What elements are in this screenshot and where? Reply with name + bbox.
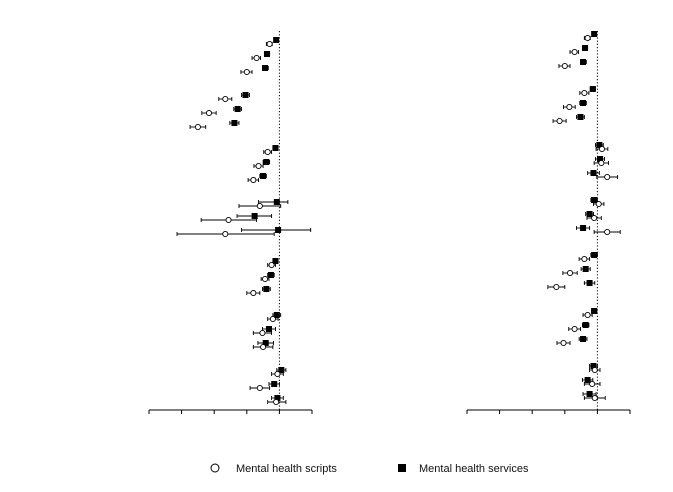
services-point	[591, 31, 598, 37]
scripts-point	[222, 95, 229, 103]
scripts-point	[260, 343, 267, 351]
right-panel	[466, 31, 631, 414]
scripts-point	[604, 228, 611, 236]
scripts-point	[598, 145, 606, 153]
services-point	[278, 367, 285, 373]
services-point	[580, 225, 587, 231]
scripts-point	[561, 62, 568, 70]
services-point	[596, 142, 603, 148]
services-point	[262, 340, 269, 346]
services-point	[267, 272, 274, 278]
scripts-point	[584, 311, 591, 319]
services-point	[582, 322, 589, 328]
services-point	[580, 100, 587, 106]
legend-services-label: Mental health services	[419, 463, 529, 475]
scripts-point	[250, 289, 257, 297]
scripts-point	[268, 261, 275, 269]
scripts-point	[571, 48, 578, 56]
scripts-point	[571, 325, 578, 333]
services-point	[272, 145, 279, 151]
scripts-point	[584, 34, 591, 42]
services-point	[584, 377, 591, 383]
services-point	[590, 363, 597, 369]
services-point	[591, 197, 598, 203]
scripts-point	[553, 283, 560, 291]
scripts-point	[256, 384, 263, 392]
scripts-point	[266, 40, 273, 48]
services-point	[586, 280, 593, 286]
services-point	[231, 120, 238, 126]
services-point	[242, 92, 249, 98]
legend: Mental health scripts Mental health serv…	[210, 463, 529, 475]
scripts-point	[262, 275, 269, 283]
scripts-point	[566, 269, 574, 277]
scripts-point	[595, 200, 602, 208]
legend-scripts-marker	[210, 463, 220, 473]
services-point	[590, 170, 597, 176]
scripts-point	[253, 54, 260, 62]
scripts-point	[269, 315, 276, 323]
services-point	[273, 37, 280, 43]
services-point	[262, 65, 269, 71]
left-panel	[148, 31, 313, 414]
scripts-point	[194, 123, 201, 131]
services-point	[589, 86, 596, 92]
services-point	[274, 395, 281, 401]
scripts-point	[556, 117, 563, 125]
scripts-point	[581, 255, 588, 263]
scripts-point	[604, 173, 611, 181]
scripts-point	[222, 230, 229, 238]
services-point	[263, 286, 270, 292]
scripts-point	[243, 68, 250, 76]
scripts-point	[273, 398, 280, 406]
scripts-point	[205, 109, 213, 117]
services-point	[582, 45, 589, 51]
services-point	[273, 312, 280, 318]
services-point	[234, 106, 241, 112]
scripts-point	[589, 380, 596, 388]
services-point	[577, 114, 584, 120]
legend-scripts-label: Mental health scripts	[236, 463, 337, 475]
scripts-point	[560, 339, 567, 347]
services-point	[591, 308, 598, 314]
scripts-point	[591, 394, 598, 402]
services-point	[580, 336, 587, 342]
services-point	[591, 252, 598, 258]
scripts-point	[581, 89, 588, 97]
scripts-point	[591, 366, 598, 374]
services-point	[580, 59, 587, 65]
scripts-point	[591, 214, 598, 222]
services-point	[597, 156, 604, 162]
scripts-point	[259, 329, 266, 337]
services-point	[586, 211, 593, 217]
services-point	[265, 326, 272, 332]
services-point	[263, 159, 270, 165]
services-point	[582, 266, 589, 272]
services-point	[260, 173, 267, 179]
services-point	[272, 258, 279, 264]
scripts-point	[255, 162, 262, 170]
scripts-point	[264, 148, 271, 156]
scripts-point	[598, 159, 605, 167]
legend-services-marker	[398, 464, 406, 472]
services-point	[251, 213, 258, 219]
services-point	[273, 199, 280, 205]
services-point	[271, 381, 278, 387]
scripts-point	[250, 176, 257, 184]
scripts-point	[566, 103, 573, 111]
services-point	[275, 227, 282, 233]
services-point	[264, 51, 271, 57]
services-point	[586, 391, 593, 397]
scripts-point	[225, 216, 232, 224]
scripts-point	[274, 370, 281, 378]
scripts-point	[256, 202, 263, 210]
